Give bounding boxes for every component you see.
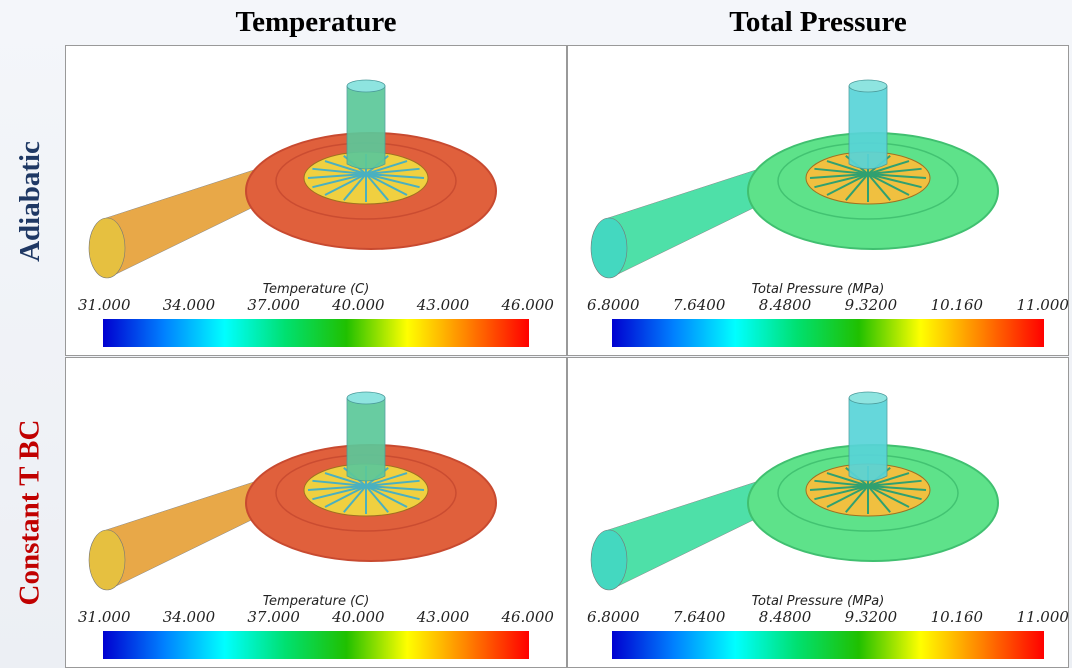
colorbar-tick-label: 6.8000: [587, 296, 640, 314]
panel: Temperature (C)31.000 34.000 37.000 40.000 4…: [65, 45, 567, 356]
pipe-end: [89, 218, 125, 278]
colorbar-tick-label: 10.160: [931, 608, 984, 626]
colorbar-tick-label: 7.6400: [673, 296, 726, 314]
colorbar-ticks: 6.8000 7.6400 8.4800 9.3200 10.160 11.000: [587, 608, 1069, 626]
colorbar-tick-label: 43.000: [417, 296, 470, 314]
colorbar-title: Temperature (C): [66, 594, 566, 609]
column-header: Total Pressure: [567, 6, 1069, 39]
colorbar: [612, 319, 1044, 347]
colorbar: [103, 319, 529, 347]
inlet: [347, 86, 385, 169]
colorbar: [103, 631, 529, 659]
colorbar-title: Temperature (C): [66, 282, 566, 297]
colorbar-tick-label: 6.8000: [587, 608, 640, 626]
inlet-top: [849, 80, 887, 92]
colorbar: [612, 631, 1044, 659]
colorbar-tick-label: 11.000: [1016, 296, 1069, 314]
colorbar-tick-label: 31.000: [78, 608, 131, 626]
row-header: Constant T BC: [0, 357, 60, 668]
inlet: [849, 398, 887, 481]
colorbar-title: Total Pressure (MPa): [568, 594, 1068, 609]
figure: Temperature Total Pressure Adiabatic Con…: [0, 0, 1072, 668]
inlet: [849, 86, 887, 169]
colorbar-tick-label: 7.6400: [673, 608, 726, 626]
inlet-top: [849, 392, 887, 404]
colorbar-ticks: 6.8000 7.6400 8.4800 9.3200 10.160 11.000: [587, 296, 1069, 314]
row-header-text: Constant T BC: [14, 420, 47, 606]
colorbar-title: Total Pressure (MPa): [568, 282, 1068, 297]
colorbar-tick-label: 46.000: [501, 608, 554, 626]
row-header: Adiabatic: [0, 45, 60, 357]
colorbar-tick-label: 34.000: [163, 608, 216, 626]
pipe-end: [591, 218, 627, 278]
pipe-end: [89, 530, 125, 590]
row-header-text: Adiabatic: [14, 141, 47, 262]
colorbar-tick-label: 40.000: [332, 608, 385, 626]
colorbar-tick-label: 9.3200: [845, 608, 898, 626]
colorbar-tick-label: 10.160: [931, 296, 984, 314]
inlet-top: [347, 80, 385, 92]
colorbar-tick-label: 37.000: [247, 296, 300, 314]
colorbar-tick-label: 43.000: [417, 608, 470, 626]
colorbar-tick-label: 9.3200: [845, 296, 898, 314]
column-header: Temperature: [65, 6, 567, 39]
colorbar-ticks: 31.000 34.000 37.000 40.000 43.000 46.000: [78, 296, 554, 314]
inlet-top: [347, 392, 385, 404]
pipe-end: [591, 530, 627, 590]
colorbar-tick-label: 11.000: [1016, 608, 1069, 626]
colorbar-tick-label: 8.4800: [759, 296, 812, 314]
colorbar-tick-label: 31.000: [78, 296, 131, 314]
colorbar-tick-label: 8.4800: [759, 608, 812, 626]
panel: Total Pressure (MPa)6.8000 7.6400 8.4800 9.…: [567, 357, 1069, 668]
colorbar-ticks: 31.000 34.000 37.000 40.000 43.000 46.000: [78, 608, 554, 626]
colorbar-tick-label: 40.000: [332, 296, 385, 314]
colorbar-tick-label: 46.000: [501, 296, 554, 314]
panel: Total Pressure (MPa)6.8000 7.6400 8.4800 9.…: [567, 45, 1069, 356]
colorbar-tick-label: 34.000: [163, 296, 216, 314]
panel: Temperature (C)31.000 34.000 37.000 40.000 4…: [65, 357, 567, 668]
inlet: [347, 398, 385, 481]
colorbar-tick-label: 37.000: [247, 608, 300, 626]
